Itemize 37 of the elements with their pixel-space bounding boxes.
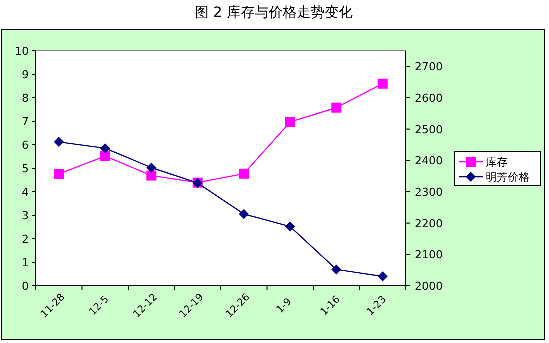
y-tick-label: 10 xyxy=(15,45,29,58)
point xyxy=(100,151,110,162)
x-tick-label: 1-9 xyxy=(274,296,294,316)
y-tick-label: 5 xyxy=(22,162,29,176)
point xyxy=(146,162,157,173)
y2-tick-label: 2400 xyxy=(415,154,443,168)
y2-tick-label: 2000 xyxy=(415,280,443,293)
y-tick-label: 0 xyxy=(22,280,29,293)
point xyxy=(285,117,296,128)
y2-tick-label: 2100 xyxy=(415,248,443,262)
y2-tick-label: 2300 xyxy=(415,186,443,199)
y2-tick-label: 2700 xyxy=(415,60,443,74)
y-tick-label: 8 xyxy=(22,92,29,105)
point xyxy=(332,102,342,113)
point xyxy=(285,222,296,232)
y2-tick-label: 2600 xyxy=(415,92,443,105)
point xyxy=(239,168,250,179)
y2-tick-label: 2200 xyxy=(415,217,443,230)
point xyxy=(54,137,64,148)
y-tick-label: 6 xyxy=(22,139,29,152)
point xyxy=(146,170,157,181)
point xyxy=(332,264,342,275)
y2-tick-label: 2500 xyxy=(415,123,443,136)
legend-label: 明芳价格 xyxy=(486,171,530,184)
point xyxy=(378,78,388,89)
y-tick-label: 9 xyxy=(22,68,29,82)
title: 图 2 库存与价格走势变化 xyxy=(195,5,353,21)
y-tick-label: 3 xyxy=(22,210,29,222)
point xyxy=(378,272,388,282)
y-tick-label: 4 xyxy=(22,186,29,199)
y-tick-label: 2 xyxy=(22,233,29,246)
y-tick-label: 7 xyxy=(22,116,29,128)
y-tick-label: 1 xyxy=(22,256,29,270)
point xyxy=(54,169,64,180)
point xyxy=(100,143,110,154)
point xyxy=(239,209,250,220)
legend-label: 库存 xyxy=(486,156,508,169)
